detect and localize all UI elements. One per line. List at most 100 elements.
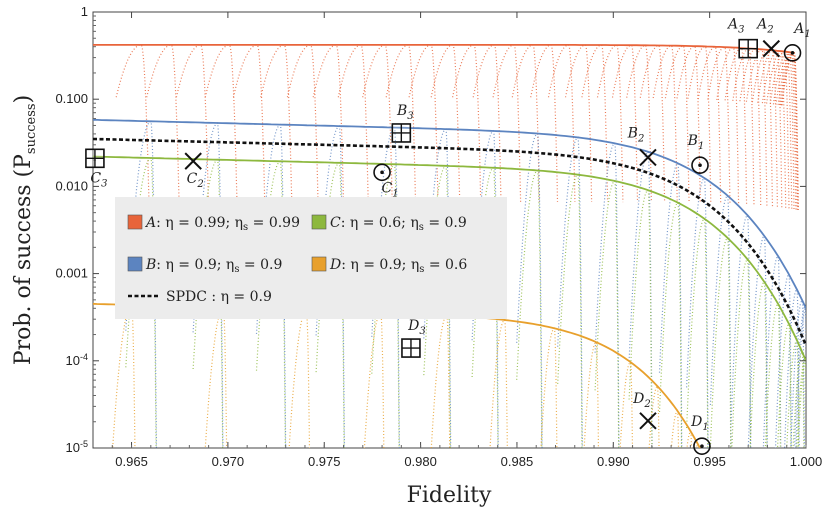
marker-circle: [693, 437, 711, 455]
scallop-b: [793, 304, 806, 448]
marker-label: A3: [726, 17, 745, 36]
scallop-d: [686, 429, 693, 448]
scallop-d: [489, 318, 508, 448]
legend-item-d: D: η = 0.9; ηs = 0.6: [311, 256, 467, 275]
y-tick-label: 0.100: [55, 91, 88, 106]
scallop-b: [557, 136, 583, 448]
legend-item-b: B: η = 0.9; ηs = 0.9: [127, 256, 282, 275]
scallop-a: [581, 44, 609, 203]
legend-item-a: A: η = 0.99; ηs = 0.99: [127, 214, 300, 233]
legend-box: [115, 197, 507, 319]
marker-label: B1: [687, 133, 705, 152]
scallop-a: [639, 44, 666, 203]
scallop-c: [658, 201, 683, 448]
scallop-a: [596, 44, 624, 203]
legend-swatch: [127, 256, 143, 272]
scallop-a: [769, 50, 790, 209]
legend-label: SPDC : η = 0.9: [166, 289, 272, 305]
legend-item-spdc: SPDC : η = 0.9: [128, 289, 272, 305]
marker-cross-b: [639, 412, 657, 430]
scallop-a: [766, 50, 787, 209]
scallop-c: [557, 173, 583, 448]
scallop-c: [776, 322, 792, 448]
scallop-b: [730, 214, 752, 448]
marker-dot: [790, 51, 795, 55]
scallop-c: [709, 236, 732, 448]
marker-label: A1: [792, 21, 811, 40]
scallop-a: [511, 44, 540, 202]
x-tick-label: 0.995: [693, 454, 726, 469]
scallop-b: [795, 307, 806, 448]
x-axis: 0.965 0.970 0.975 0.980 0.985 0.990 0.995 1.000: [111, 12, 823, 469]
marker-dot: [698, 163, 702, 168]
marker-circle: [373, 163, 391, 182]
scallop-a: [611, 44, 639, 203]
scallop-c: [749, 280, 768, 448]
scallop-d: [670, 409, 680, 448]
scallop-a: [626, 44, 652, 203]
curve-b: [93, 118, 806, 309]
scallop-b: [774, 273, 792, 448]
y-tick-label: 1: [81, 4, 88, 19]
plot-frame: [92, 11, 807, 449]
scallop-a: [687, 45, 712, 204]
scallop-c: [686, 217, 709, 448]
scallop-d: [288, 309, 311, 448]
scallop-d: [363, 311, 385, 448]
curve-spdc: [93, 137, 806, 346]
scallop-d: [112, 303, 136, 448]
scallop-a: [739, 48, 762, 206]
scallop-a: [707, 46, 731, 205]
marker-b3: B3: [391, 103, 414, 143]
scallop-a: [676, 45, 701, 204]
scallop-b: [762, 254, 782, 448]
scallop-a: [732, 47, 755, 206]
scallop-a: [652, 44, 678, 203]
scallop-a: [751, 49, 774, 207]
x-tick-label: 0.985: [501, 454, 534, 469]
scallop-a: [408, 44, 439, 202]
x-tick-label: 0.970: [212, 454, 245, 469]
scallop-c: [731, 258, 751, 448]
y-axis-title: Prob. of success (Psuccess): [11, 95, 39, 365]
marker-cross-b: [639, 148, 657, 167]
scallop-a: [697, 46, 722, 204]
x-tick-label: 1.000: [790, 454, 823, 469]
marker-label: B3: [396, 103, 414, 122]
scallop-c: [764, 302, 782, 448]
scallop-a: [757, 49, 778, 208]
scallop-a: [492, 44, 522, 202]
marker-label: A2: [755, 17, 774, 36]
marker-d2: D2: [632, 391, 657, 430]
marker-cross-b: [184, 152, 202, 170]
marker-circle: [783, 44, 802, 62]
curve-a: [93, 44, 795, 54]
legend-swatch: [127, 214, 143, 230]
marker-dot: [700, 444, 704, 448]
x-tick-label: 0.965: [115, 454, 148, 469]
legend-item-c: C: η = 0.6; ηs = 0.9: [311, 214, 467, 233]
scallop-c: [792, 350, 805, 448]
curve-d: [93, 302, 701, 448]
marker-b1: B1: [687, 133, 709, 175]
marker-dot: [380, 170, 384, 175]
legend-label: D: η = 0.9; ηs = 0.6: [329, 257, 467, 275]
scallop-a: [745, 48, 768, 207]
marker-c3: C3: [85, 148, 107, 189]
scallop-d: [540, 327, 558, 448]
scallop-d: [204, 306, 228, 448]
y-tick-label: 0.010: [55, 178, 88, 193]
scallop-d: [583, 340, 600, 448]
legend-label: A: η = 0.99; ηs = 0.99: [144, 215, 300, 233]
x-tick-label: 0.980: [404, 454, 437, 469]
legend-label: B: η = 0.9; ηs = 0.9: [145, 257, 282, 275]
marker-label: D1: [690, 414, 709, 433]
legend-label: C: η = 0.6; ηs = 0.9: [330, 215, 467, 233]
marker-label: B2: [627, 125, 645, 144]
y-tick-label: 0.001: [55, 266, 88, 281]
marker-circle: [691, 156, 709, 175]
scallop-a: [452, 44, 482, 202]
scallop-b: [790, 298, 805, 448]
marker-b2: B2: [627, 125, 657, 167]
